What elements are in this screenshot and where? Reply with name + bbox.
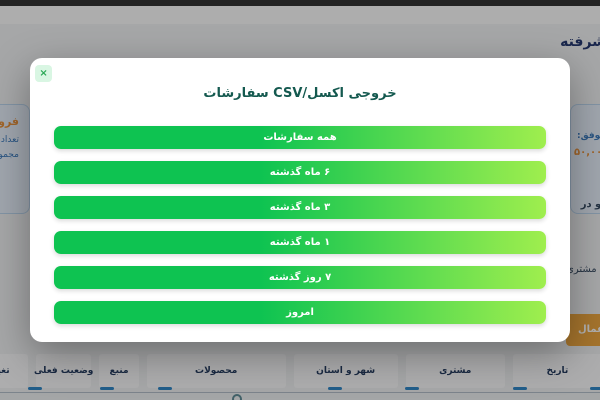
export-csv-modal: × خروجی اکسل/CSV سفارشات همه سفارشات ۶ م… <box>30 58 570 342</box>
sales-card-total-label: مجموع <box>0 150 19 160</box>
column-header-date[interactable]: تاریخ <box>512 354 600 388</box>
column-resize-dash <box>28 387 42 390</box>
modal-close-button[interactable]: × <box>35 65 52 82</box>
column-header-products[interactable]: محصولات <box>146 354 286 388</box>
export-last-7-days-button[interactable]: ۷ روز گذشته <box>54 266 546 289</box>
top-chrome-bar <box>0 0 600 6</box>
sales-card-count-label: تعداد <box>0 135 19 145</box>
apply-filter-label: اعمال <box>578 324 600 335</box>
export-last-3-months-button[interactable]: ۳ ماه گذشته <box>54 196 546 219</box>
export-last-1-month-button[interactable]: ۱ ماه گذشته <box>54 231 546 254</box>
column-resize-dash <box>158 387 172 390</box>
column-resize-dash <box>328 387 342 390</box>
sales-card-title: فروش <box>0 115 19 128</box>
column-header-customer[interactable]: مشتری <box>405 354 505 388</box>
success-label: موفق: <box>577 131 600 141</box>
page-title: جستجوی پیشرفته <box>560 34 600 50</box>
search-in-label: جستجو در <box>580 199 600 210</box>
modal-title: خروجی اکسل/CSV سفارشات <box>203 86 397 101</box>
export-last-6-months-button[interactable]: ۶ ماه گذشته <box>54 161 546 184</box>
sales-stat-card: فروش تعداد مجموع <box>0 104 30 214</box>
customer-field-label: مشتری <box>566 264 597 275</box>
column-resize-dash <box>100 387 114 390</box>
column-resize-dash <box>590 387 600 390</box>
column-header-source[interactable]: منبع <box>99 354 139 388</box>
column-header-current-status[interactable]: وضعیت فعلی <box>34 354 93 388</box>
export-range-list: همه سفارشات ۶ ماه گذشته ۳ ماه گذشته ۱ ما… <box>54 126 546 324</box>
orders-table-header-row: تاریخ مشتری شهر و استان محصولات منبع وضع… <box>0 354 600 388</box>
close-icon: × <box>39 68 48 79</box>
column-header-change-status[interactable]: تغییر وضعیت <box>0 354 29 388</box>
column-resize-dash <box>513 387 527 390</box>
success-value: ۵۰,۰۰۰ <box>574 147 600 158</box>
secondary-chrome-bar <box>0 6 600 24</box>
bottom-strip <box>0 393 600 400</box>
apply-filter-button[interactable]: اعمال <box>566 314 600 346</box>
export-all-orders-button[interactable]: همه سفارشات <box>54 126 546 149</box>
export-today-button[interactable]: امروز <box>54 301 546 324</box>
column-header-city-province[interactable]: شهر و استان <box>293 354 398 388</box>
floating-widget-icon <box>232 394 242 400</box>
success-stat-card: موفق: ۵۰,۰۰۰ <box>570 104 600 214</box>
column-resize-dash <box>405 387 419 390</box>
table-divider-line <box>0 392 600 393</box>
